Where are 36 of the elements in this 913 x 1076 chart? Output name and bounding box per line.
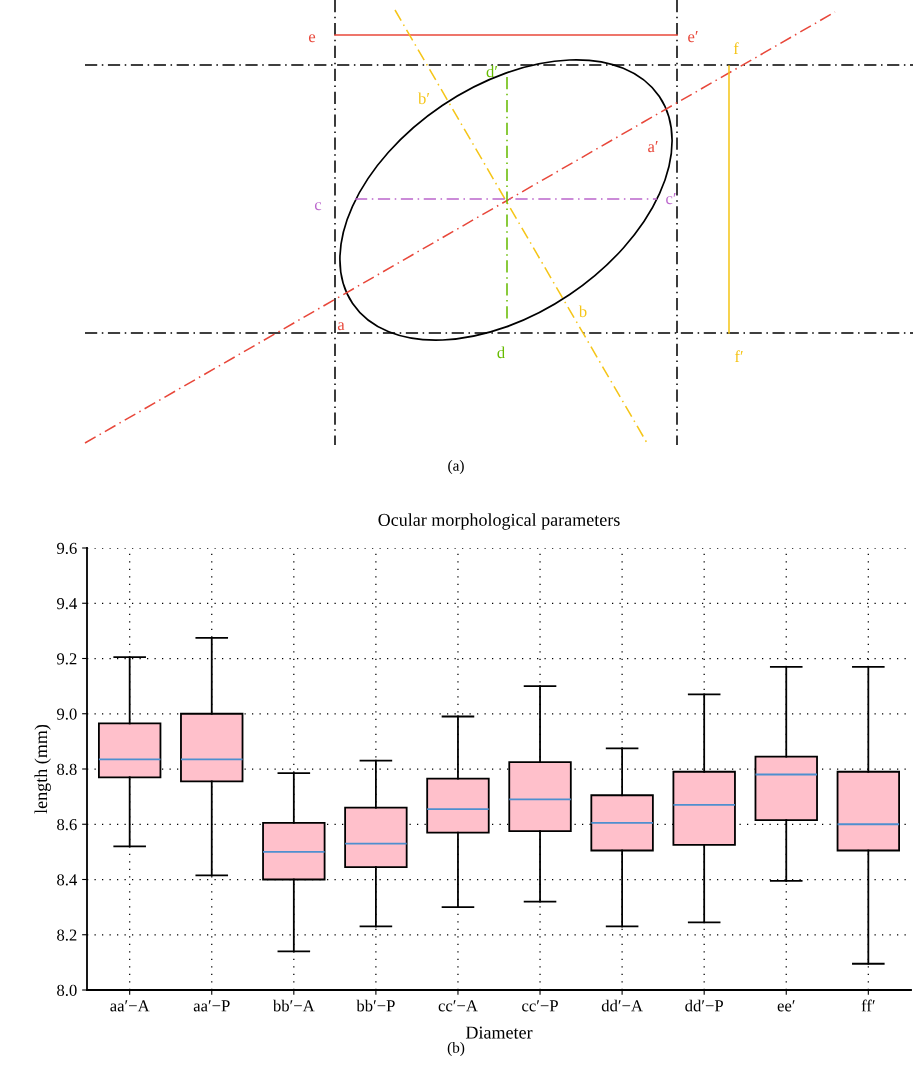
y-tick-label: 9.6: [56, 542, 77, 555]
text: c: [314, 202, 322, 211]
text: f′: [734, 350, 743, 363]
x-tick-label: dd′−P: [685, 999, 723, 1012]
text: b: [578, 305, 587, 318]
x-tick-label: cc′−P: [522, 1000, 558, 1012]
y-tick-label: 9.0: [56, 708, 77, 720]
x-tick-label: dd′−A: [601, 999, 643, 1012]
x-tick-label: ee′: [777, 1000, 795, 1012]
y-tick-label: 8.2: [57, 929, 77, 941]
text: d: [497, 346, 505, 359]
text: a′: [648, 141, 658, 153]
y-tick-label: 8.0: [57, 984, 77, 997]
text: b′: [418, 92, 430, 105]
x-tick-label: aa′−P: [193, 1000, 230, 1012]
x-tick-label: ff′: [861, 999, 875, 1012]
y-tick-label: 8.6: [57, 818, 77, 831]
y-tick-label: 9.4: [56, 598, 78, 610]
chart-title: Ocular morphological parameters: [378, 513, 620, 530]
x-tick-label: cc′−A: [438, 1000, 478, 1012]
x-tick-label: aa′−A: [110, 1000, 150, 1012]
x-tick-label: bb′−A: [272, 999, 315, 1012]
text: e: [308, 34, 316, 43]
text: c′: [666, 193, 676, 205]
y-axis-title: length (mm): [34, 724, 51, 814]
x-axis-title: Diameter: [465, 1026, 533, 1039]
text: (a): [448, 460, 464, 474]
y-tick-label: 8.8: [57, 763, 77, 776]
text: (b): [447, 1042, 465, 1056]
x-tick-label: bb′−P: [356, 999, 395, 1012]
text: f: [733, 42, 739, 55]
text: a: [337, 322, 345, 331]
y-tick-label: 8.4: [57, 874, 78, 886]
text: d′: [486, 65, 498, 78]
y-tick-label: 9.2: [56, 653, 77, 665]
text: e′: [688, 31, 698, 43]
